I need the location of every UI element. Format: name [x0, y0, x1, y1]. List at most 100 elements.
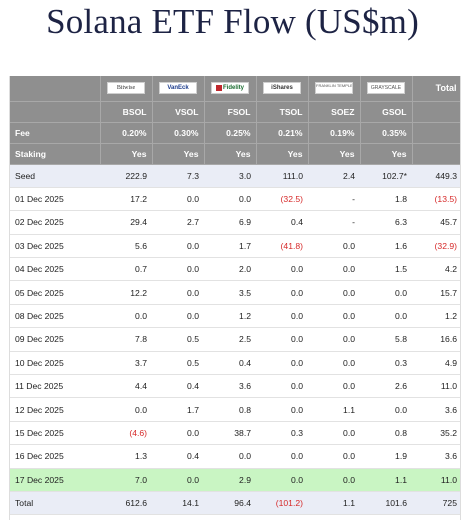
flow-cell: 12.2: [100, 280, 152, 305]
grayscale-logo: GRAYSCALE: [367, 82, 405, 95]
flow-cell: 0.0: [308, 327, 360, 352]
flow-cell: 0.0: [256, 257, 308, 282]
table-row: 15 Dec 2025 (4.6) 0.0 38.7 0.3 0.0 0.8 35.2: [10, 421, 460, 446]
flow-cell: 0.0: [360, 280, 412, 305]
flow-cell: 1.7: [152, 397, 204, 422]
staking-row: Staking Yes Yes Yes Yes Yes Yes: [10, 143, 460, 165]
table-row: 03 Dec 2025 5.6 0.0 1.7 (41.8) 0.0 1.6 (32.9): [10, 234, 460, 259]
flow-cell: 102.7*: [360, 164, 412, 188]
flow-cell: 1.1: [360, 468, 412, 492]
staking-cell: Yes: [308, 143, 361, 165]
flow-cell: 2.5: [204, 327, 256, 352]
flow-cell: 38.7: [204, 421, 256, 446]
staking-cell: Yes: [152, 143, 205, 165]
row-total-cell: 3.6: [412, 397, 460, 422]
flow-cell: 1.8: [360, 187, 412, 212]
row-total-cell: 4.9: [412, 351, 460, 376]
flow-cell: 222.9: [100, 164, 152, 188]
flow-cell: 29.4: [100, 210, 152, 235]
fee-label: Fee: [10, 122, 101, 144]
row-date: Seed: [10, 164, 100, 188]
row-date: 16 Dec 2025: [10, 444, 100, 469]
flow-cell: 0.3: [256, 421, 308, 446]
vaneck-logo: VanEck: [159, 82, 197, 95]
flow-cell: 0.0: [256, 444, 308, 469]
row-total-cell: 11.0: [412, 468, 460, 492]
flow-cell: 0.0: [308, 280, 360, 305]
table-row: 09 Dec 2025 7.8 0.5 2.5 0.0 0.0 5.8 16.6: [10, 327, 460, 352]
flow-cell: 0.0: [152, 280, 204, 305]
row-date: 17 Dec 2025: [10, 468, 100, 492]
flow-cell: 7.8: [100, 327, 152, 352]
flow-cell: (41.8): [256, 234, 308, 259]
flow-cell: 0.0: [308, 421, 360, 446]
row-total-cell: (13.5): [412, 187, 460, 212]
fee-total-cell: [412, 122, 460, 144]
table-row: 01 Dec 2025 17.2 0.0 0.0 (32.5) -1.8 (13.5): [10, 187, 460, 212]
fee-row: Fee 0.20% 0.30% 0.25% 0.21% 0.19% 0.35%: [10, 122, 460, 144]
flow-cell: 0.0: [308, 351, 360, 376]
flow-cell: 0.4: [152, 374, 204, 399]
staking-cell: Yes: [256, 143, 309, 165]
flow-cell: 1.3: [100, 444, 152, 469]
flow-cell: 0.5: [152, 351, 204, 376]
fee-cell: 0.20%: [100, 122, 153, 144]
row-total-cell: 449.3: [412, 164, 460, 188]
page-title: Solana ETF Flow (US$m): [46, 2, 419, 41]
table-row: 11 Dec 2025 4.4 0.4 3.6 0.0 0.0 2.6 11.0: [10, 374, 460, 399]
flow-cell: 0.0: [308, 257, 360, 282]
flow-cell: 101.6: [360, 491, 412, 516]
flow-cell: 0.0: [100, 397, 152, 422]
row-date: 09 Dec 2025: [10, 327, 100, 352]
flow-cell: 5.6: [100, 234, 152, 259]
flow-cell: 0.0: [360, 304, 412, 329]
franklin-templeton-logo: FRANKLIN TEMPLETON: [315, 82, 353, 95]
fee-cell: 0.25%: [204, 122, 257, 144]
flow-cell: 1.5: [360, 257, 412, 282]
flow-cell: 0.0: [256, 468, 308, 492]
row-date: Total: [10, 491, 100, 516]
flow-cell: 0.0: [308, 304, 360, 329]
flow-cell: 0.0: [152, 234, 204, 259]
flow-cell: 4.4: [100, 374, 152, 399]
row-total-cell: 11.0: [412, 374, 460, 399]
row-date: 15 Dec 2025: [10, 421, 100, 446]
flow-cell: 0.0: [256, 351, 308, 376]
flow-cell: 0.0: [100, 304, 152, 329]
flow-cell: -: [308, 210, 360, 235]
flow-cell: 14.1: [152, 491, 204, 516]
flow-cell: (4.6): [100, 421, 152, 446]
flow-cell: 0.5: [152, 327, 204, 352]
seed-row: Seed 222.9 7.3 3.0 111.0 2.4 102.7* 449.3: [10, 164, 460, 188]
flow-cell: 0.7: [100, 257, 152, 282]
ticker-cell: SOEZ: [308, 101, 361, 123]
flow-cell: 1.7: [204, 234, 256, 259]
flow-cell: 2.4: [308, 164, 360, 188]
row-total-cell: 16.6: [412, 327, 460, 352]
flow-cell: 96.4: [204, 491, 256, 516]
flow-cell: 6.9: [204, 210, 256, 235]
flow-cell: 0.0: [308, 468, 360, 492]
flow-cell: 2.7: [152, 210, 204, 235]
flow-cell: 1.1: [308, 397, 360, 422]
fee-cell: 0.35%: [360, 122, 413, 144]
fee-cell: 0.19%: [308, 122, 361, 144]
table-row: 10 Dec 2025 3.7 0.5 0.4 0.0 0.0 0.3 4.9: [10, 351, 460, 376]
flow-cell: 0.0: [256, 327, 308, 352]
flow-cell: 0.0: [308, 444, 360, 469]
flow-cell: 7.0: [100, 468, 152, 492]
staking-total-cell: [412, 143, 460, 165]
flow-cell: 0.4: [256, 210, 308, 235]
row-total-cell: 725: [412, 491, 460, 516]
flow-cell: 0.0: [256, 304, 308, 329]
flow-cell: 2.9: [204, 468, 256, 492]
table-row: 08 Dec 2025 0.0 0.0 1.2 0.0 0.0 0.0 1.2: [10, 304, 460, 329]
row-total-cell: (32.9): [412, 234, 460, 259]
row-total-cell: 4.2: [412, 257, 460, 282]
row-total-cell: 45.7: [412, 210, 460, 235]
flow-cell: 0.0: [204, 444, 256, 469]
flow-cell: 3.0: [204, 164, 256, 188]
ticker-corner-cell: [10, 101, 101, 123]
flow-cell: 0.0: [256, 374, 308, 399]
flow-cell: 0.8: [360, 421, 412, 446]
